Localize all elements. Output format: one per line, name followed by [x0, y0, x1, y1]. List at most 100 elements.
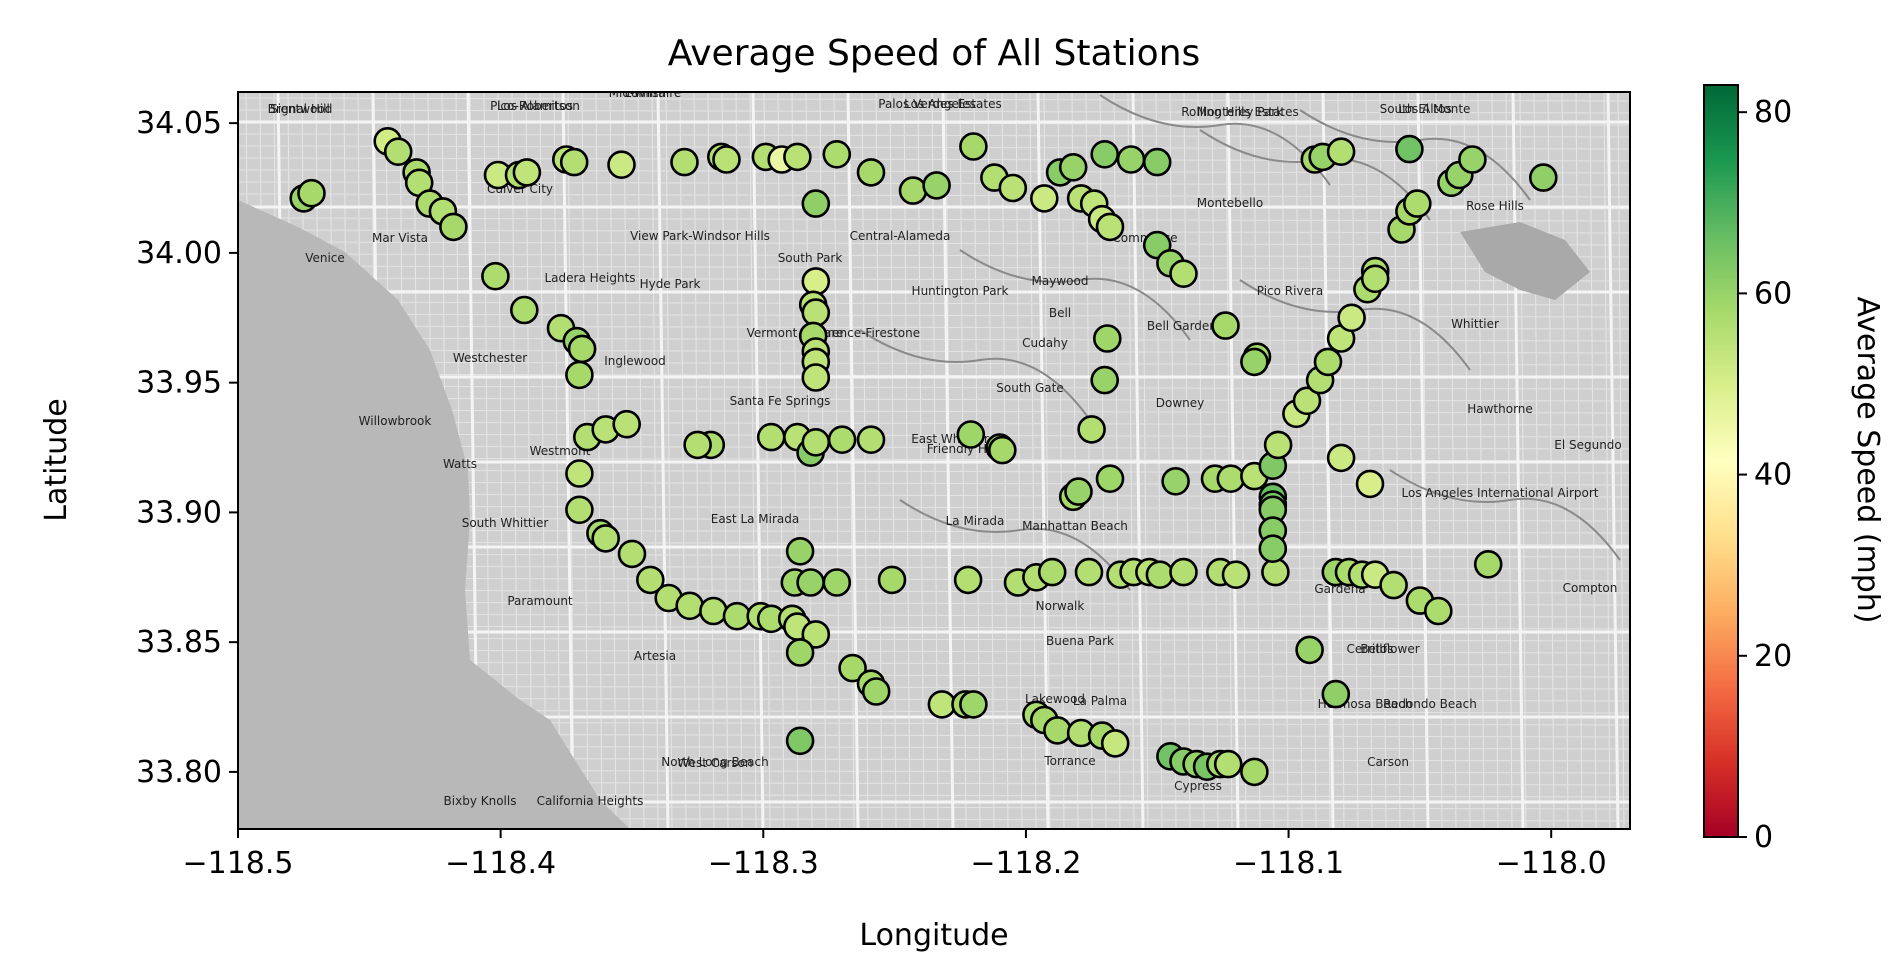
station-point: [1473, 549, 1503, 579]
road-line: [238, 613, 1630, 618]
road-line: [238, 637, 1630, 642]
basemap-label: Buena Park: [1046, 634, 1114, 648]
station-point: [1458, 145, 1487, 174]
basemap-label: El Segundo: [1554, 438, 1622, 452]
basemap-label: Bixby Knolls: [444, 794, 517, 808]
chart-title: Average Speed of All Stations: [668, 33, 1201, 74]
station-point: [481, 261, 510, 291]
station-point: [953, 565, 983, 595]
freeway: [959, 249, 1191, 341]
station-point: [1100, 729, 1130, 758]
y-tick-label: 33.80: [136, 755, 222, 790]
y-tick-label: 33.90: [136, 495, 222, 530]
station-point: [1169, 259, 1198, 289]
station-point: [612, 409, 642, 439]
station-point: [856, 158, 886, 187]
x-axis: −118.5 −118.4 −118.3 −118.2 −118.1 −118.0: [182, 829, 1607, 881]
basemap-hills: [1460, 222, 1590, 300]
x-tick-label: −118.5: [182, 846, 293, 881]
basemap-label: Downey: [1156, 396, 1205, 410]
basemap-label: East La Mirada: [711, 512, 800, 526]
station-point: [1142, 147, 1172, 177]
basemap-label: Whittier: [1451, 317, 1499, 331]
station-point: [699, 596, 728, 626]
station-point: [1360, 264, 1390, 294]
basemap-label: Rolling Hills Estates: [1181, 105, 1299, 119]
station-point: [1037, 557, 1067, 587]
basemap-label: Huntington Park: [912, 284, 1009, 298]
station-point: [1395, 134, 1424, 164]
station-point: [1064, 477, 1093, 506]
colorbar-label: Average Speed (mph): [1850, 297, 1885, 624]
colorbar-tick-label: 0: [1754, 820, 1773, 855]
road-line: [238, 649, 1630, 654]
station-point: [1074, 557, 1104, 587]
basemap-label: Palos Verdes Estates: [878, 97, 1001, 111]
station-point: [1095, 212, 1125, 242]
basemap-label: West Carson: [677, 756, 752, 770]
basemap-label: South Park: [778, 251, 843, 265]
station-point: [1424, 596, 1453, 626]
basemap-label: Ladera Heights: [544, 271, 635, 285]
station-point: [998, 173, 1028, 203]
station-point: [607, 150, 636, 179]
station-point: [675, 591, 705, 621]
colorbar: [1703, 84, 1739, 838]
basemap-label: Compton: [1563, 581, 1618, 595]
basemap-label: Mid-Wilshire: [609, 86, 682, 100]
basemap-label: Bellflower: [1360, 642, 1419, 656]
basemap-label: Paramount: [507, 594, 573, 608]
station-point: [801, 620, 831, 649]
freeway: [899, 499, 1131, 591]
station-point: [927, 690, 957, 719]
station-point: [591, 524, 621, 553]
station-point: [822, 140, 852, 169]
station-point: [1030, 184, 1059, 213]
station-point: [565, 459, 594, 488]
station-point: [785, 536, 815, 566]
station-point: [1090, 365, 1119, 395]
road-line: [238, 349, 1630, 354]
station-point: [559, 147, 589, 177]
road-line: [238, 625, 1630, 630]
basemap-label: Hyde Park: [640, 277, 701, 291]
colorbar-tick-label: 40: [1754, 458, 1792, 493]
station-point: [1261, 557, 1290, 587]
basemap-label: North Long Beach: [661, 755, 768, 769]
basemap-label: Los Alamitos: [497, 99, 573, 113]
road-line: [238, 505, 1630, 510]
basemap-label: Rose Hills: [1466, 199, 1524, 213]
basemap-label: Artesia: [634, 649, 676, 663]
y-tick-label: 33.85: [136, 625, 222, 660]
y-tick-label: 34.00: [136, 236, 222, 271]
station-point: [1379, 570, 1408, 600]
station-point: [1095, 464, 1125, 494]
station-point: [1221, 560, 1251, 590]
station-point: [383, 137, 413, 166]
x-tick-label: −118.0: [1496, 846, 1607, 881]
basemap-label: South Whittier: [462, 516, 549, 530]
road-line: [238, 385, 1630, 390]
station-point: [1258, 534, 1288, 564]
basemap-label: Pico-Robertson: [490, 99, 580, 113]
basemap-label: South Gate: [996, 381, 1063, 395]
basemap-label: Willowbrook: [359, 414, 432, 428]
y-axis: 33.80 33.85 33.90 33.95 34.00 34.05: [136, 106, 238, 790]
station-point: [670, 147, 699, 177]
basemap-label: Venice: [305, 251, 345, 265]
station-point: [956, 420, 986, 449]
station-point: [1077, 415, 1106, 444]
basemap-labels: Brentwood Pico-Robertson Mid-Wilshire Los A…: [268, 86, 1622, 808]
station-point: [898, 176, 928, 205]
x-axis-label: Longitude: [859, 918, 1008, 953]
basemap-label: Monterey Park: [1197, 105, 1283, 119]
road-line: [238, 445, 1630, 450]
basemap-label: Mar Vista: [372, 231, 428, 245]
basemap-label: Florence-Firestone: [810, 326, 920, 340]
road-line: [238, 601, 1630, 606]
station-point: [509, 295, 539, 325]
colorbar-axis: 0 20 40 60 80: [1738, 95, 1792, 855]
station-point: [567, 334, 597, 364]
station-point: [838, 653, 867, 683]
basemap-label: Bell: [1049, 306, 1071, 320]
